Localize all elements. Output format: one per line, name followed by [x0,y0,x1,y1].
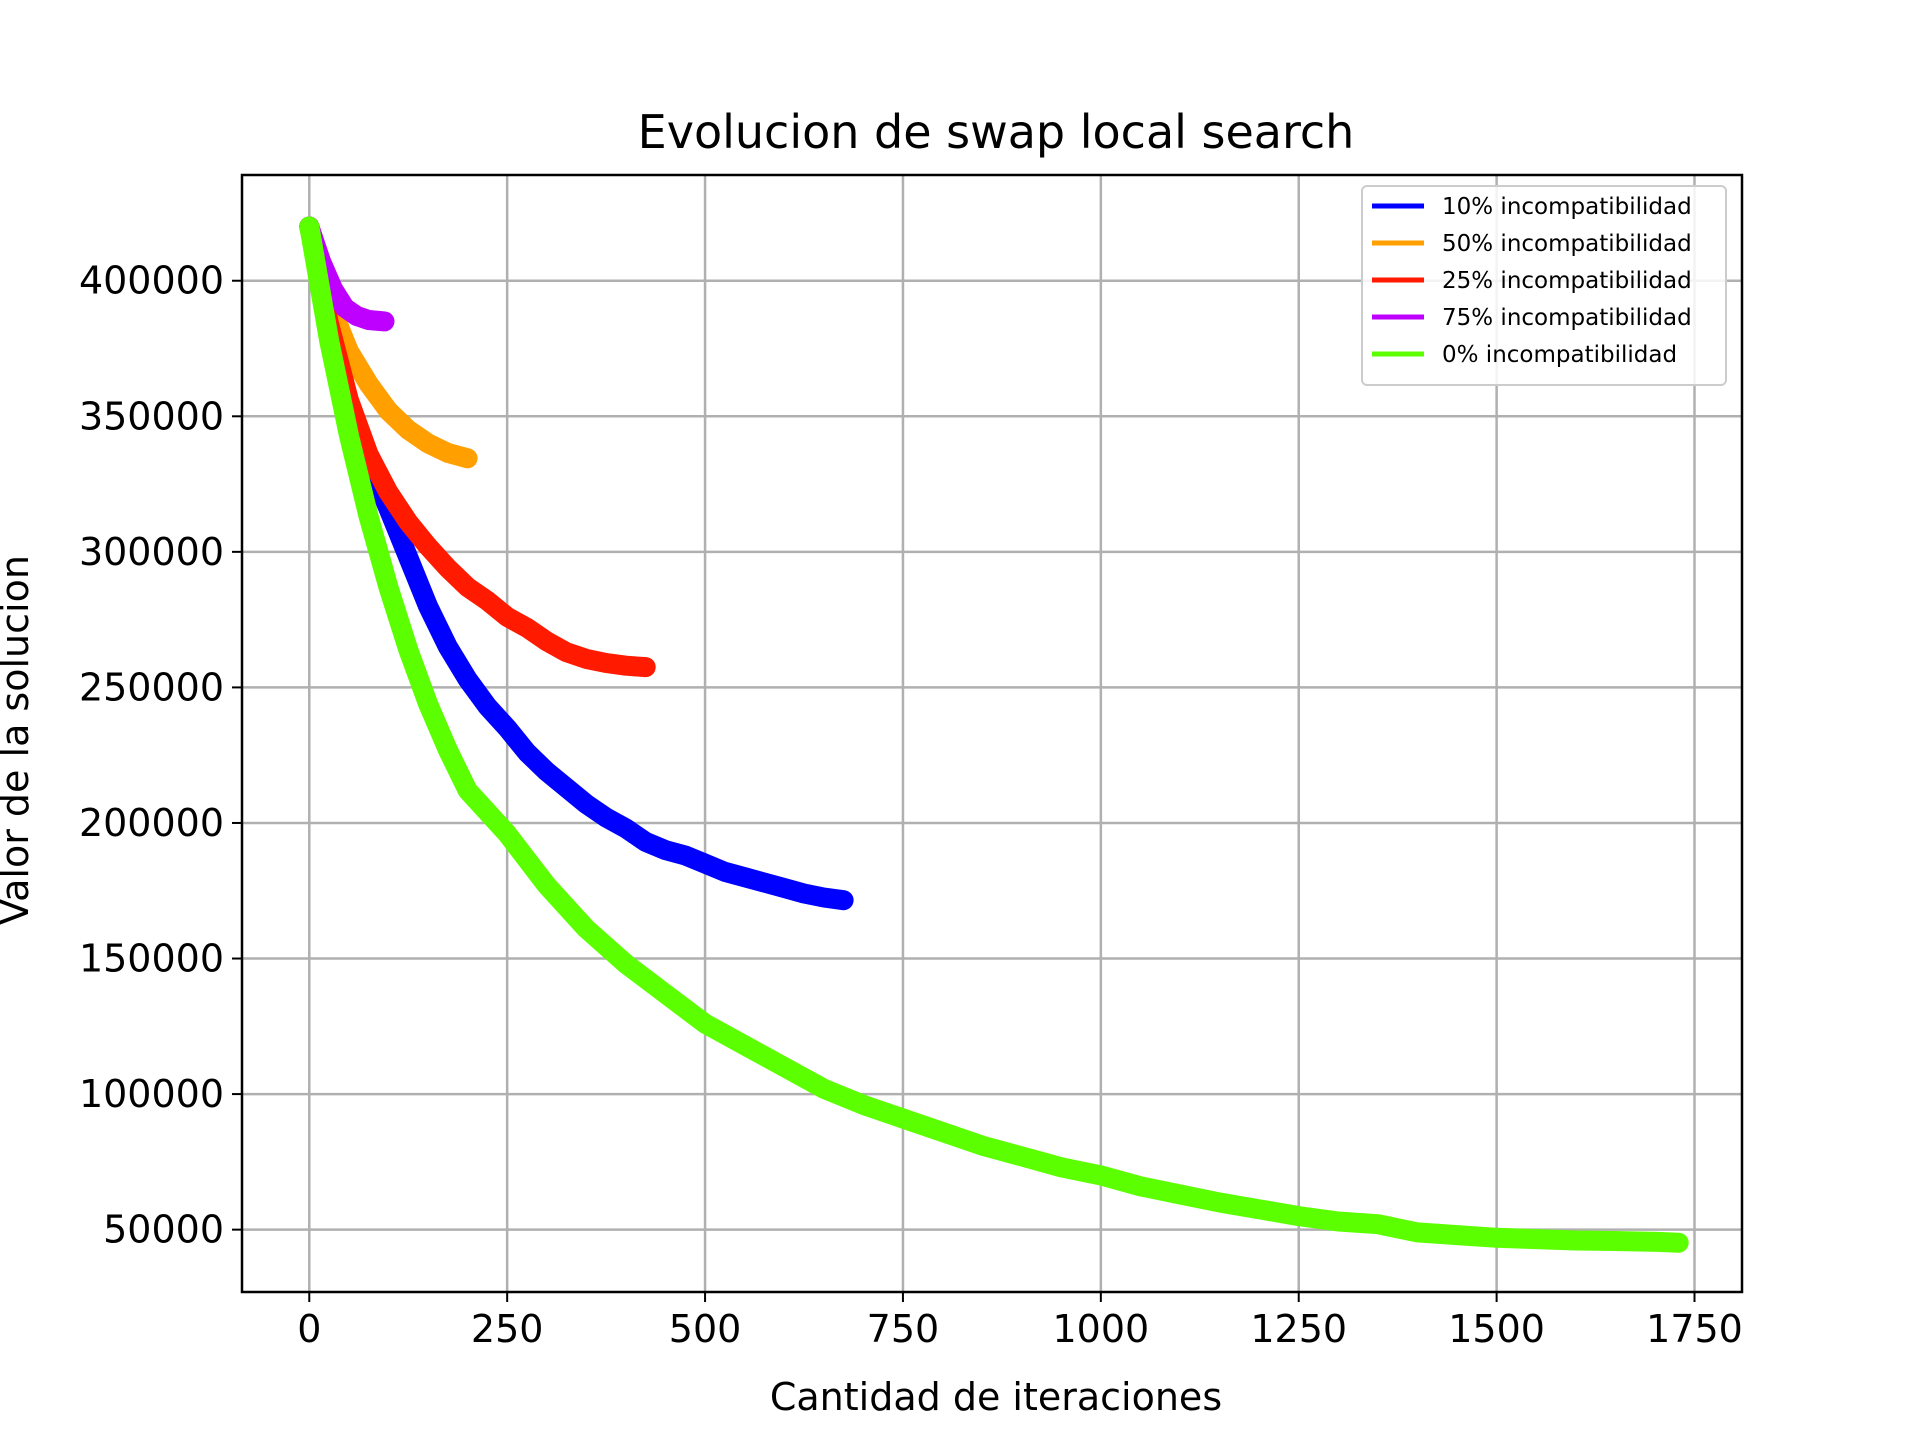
series-line-0 [299,216,854,911]
x-tick-label: 500 [669,1307,742,1351]
plot-frame [240,173,1744,1294]
chart-title: Evolucion de swap local search [638,105,1355,159]
legend-label: 75% incompatibilidad [1442,305,1692,331]
x-tick-label: 1250 [1250,1307,1347,1351]
y-tick-label: 100000 [79,1072,224,1116]
legend-label: 50% incompatibilidad [1442,231,1692,257]
y-tick-label: 50000 [103,1208,224,1252]
y-axis: 50000 100000 150000 200000 250000 300000 35000… [79,259,242,1252]
x-tick-label: 1750 [1646,1307,1743,1351]
x-tick-label: 250 [471,1307,544,1351]
y-tick-label: 300000 [79,530,224,574]
x-tick-label: 1000 [1052,1307,1149,1351]
legend-label: 10% incompatibilidad [1442,194,1692,220]
y-tick-label: 250000 [79,665,224,709]
series-line-2 [299,216,656,678]
series-group [299,216,1689,1253]
x-axis-label: Cantidad de iteraciones [770,1375,1222,1419]
legend-label: 0% incompatibilidad [1442,342,1677,368]
x-axis: 0 250 500 750 1000 1250 1500 1750 [297,1292,1743,1351]
x-tick-label: 0 [297,1307,321,1351]
y-tick-label: 200000 [79,801,224,845]
y-tick-label: 150000 [79,937,224,981]
legend-label: 25% incompatibilidad [1442,268,1692,294]
x-tick-label: 750 [867,1307,940,1351]
y-tick-label: 350000 [79,394,224,438]
y-tick-label: 400000 [79,259,224,303]
y-axis-label: Valor de la solucion [0,555,37,925]
x-tick-label: 1500 [1448,1307,1545,1351]
legend: 10% incompatibilidad 50% incompatibilidad… [1361,185,1727,386]
series-line-4 [299,216,1689,1253]
legend-box [1361,185,1727,386]
